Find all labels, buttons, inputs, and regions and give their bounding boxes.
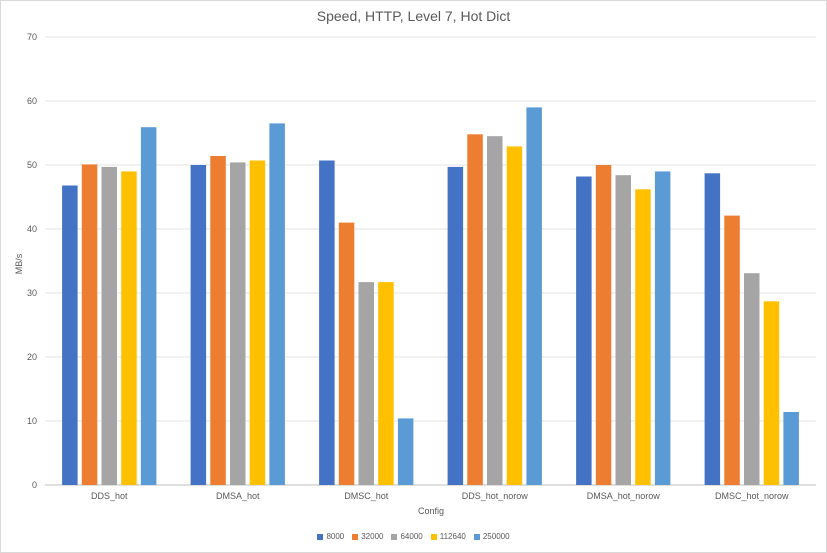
legend-label: 250000: [482, 532, 510, 541]
chart-title: Speed, HTTP, Level 7, Hot Dict: [316, 8, 511, 24]
bar-DMSA_hot-32000: [210, 156, 226, 485]
y-tick-label: 30: [27, 288, 37, 298]
bar-DMSA_hot-64000: [230, 162, 246, 485]
x-tick-label: DMSC_hot_norow: [715, 491, 789, 501]
legend-item: 64000: [391, 532, 423, 541]
bar-DMSC_hot_norow-8000: [704, 173, 721, 486]
bar-DMSC_hot-250000: [397, 418, 414, 485]
bar-DDS_hot-64000: [101, 166, 117, 485]
bar-DMSA_hot_norow-112640: [635, 189, 651, 486]
bar-DMSA_hot_norow-250000: [654, 171, 671, 485]
legend: 8000 32000 64000 112640 250000: [0, 532, 827, 541]
bar-DMSC_hot-64000: [358, 282, 374, 485]
bar-DDS_hot-8000: [62, 185, 78, 485]
legend-label: 112640: [439, 532, 466, 541]
legend-item: 250000: [473, 532, 510, 541]
bar-DMSA_hot_norow-64000: [615, 175, 631, 485]
bar-DDS_hot_norow-8000: [447, 166, 464, 485]
bar-DDS_hot_norow-250000: [526, 107, 542, 486]
x-tick-label: DMSA_hot: [216, 491, 260, 501]
bar-DMSA_hot_norow-8000: [576, 176, 592, 485]
legend-item: 8000: [317, 532, 344, 541]
y-tick-label: 50: [27, 160, 37, 170]
legend-label: 8000: [326, 532, 345, 541]
x-tick-label: DMSC_hot: [344, 491, 389, 501]
x-axis-label: Config: [418, 506, 444, 516]
legend-swatch: [352, 533, 359, 540]
y-tick-labels: 0 10 20 30 40 50 60 70: [27, 32, 37, 490]
bar-DDS_hot-250000: [140, 127, 157, 485]
bar-DDS_hot_norow-32000: [467, 134, 483, 486]
y-axis-label: MB/s: [14, 253, 24, 274]
bar-DMSC_hot_norow-32000: [724, 215, 740, 485]
gridlines: [45, 36, 816, 486]
bar-DDS_hot_norow-112640: [506, 146, 523, 485]
bar-DDS_hot_norow-64000: [487, 136, 503, 485]
bar-DMSC_hot-112640: [378, 282, 394, 485]
bar-DMSC_hot_norow-64000: [744, 273, 760, 485]
bar-DMSC_hot_norow-112640: [763, 301, 780, 485]
legend-item: 112640: [430, 532, 466, 541]
y-tick-label: 60: [27, 96, 37, 106]
bar-DMSA_hot-8000: [190, 165, 207, 485]
bar-DMSC_hot-32000: [338, 222, 355, 485]
x-tick-label: DMSA_hot_norow: [587, 491, 661, 501]
y-tick-label: 70: [27, 32, 37, 42]
x-tick-label: DDS_hot_norow: [462, 491, 529, 501]
x-tick-labels: DDS_hot DMSA_hot DMSC_hot DDS_hot_norow DMSA…: [91, 491, 789, 501]
y-tick-label: 20: [27, 352, 37, 362]
y-tick-label: 0: [32, 480, 37, 490]
legend-swatch: [473, 533, 480, 540]
bar-DMSC_hot-8000: [319, 160, 335, 485]
legend-item: 32000: [352, 532, 383, 541]
bars: [62, 107, 799, 486]
bar-DDS_hot-32000: [81, 164, 98, 485]
bar-DMSC_hot_norow-250000: [783, 412, 799, 485]
legend-label: 64000: [400, 532, 423, 541]
legend-label: 32000: [361, 532, 384, 541]
legend-swatch: [317, 533, 324, 540]
bar-DDS_hot-112640: [121, 171, 137, 485]
y-tick-label: 40: [27, 224, 37, 234]
bar-DMSA_hot-112640: [249, 160, 266, 485]
y-tick-label: 10: [27, 416, 37, 426]
bar-DMSA_hot_norow-32000: [595, 165, 612, 485]
x-tick-label: DDS_hot: [91, 491, 128, 501]
legend-swatch: [430, 533, 437, 540]
legend-swatch: [391, 533, 398, 540]
bar-DMSA_hot-250000: [269, 123, 285, 486]
